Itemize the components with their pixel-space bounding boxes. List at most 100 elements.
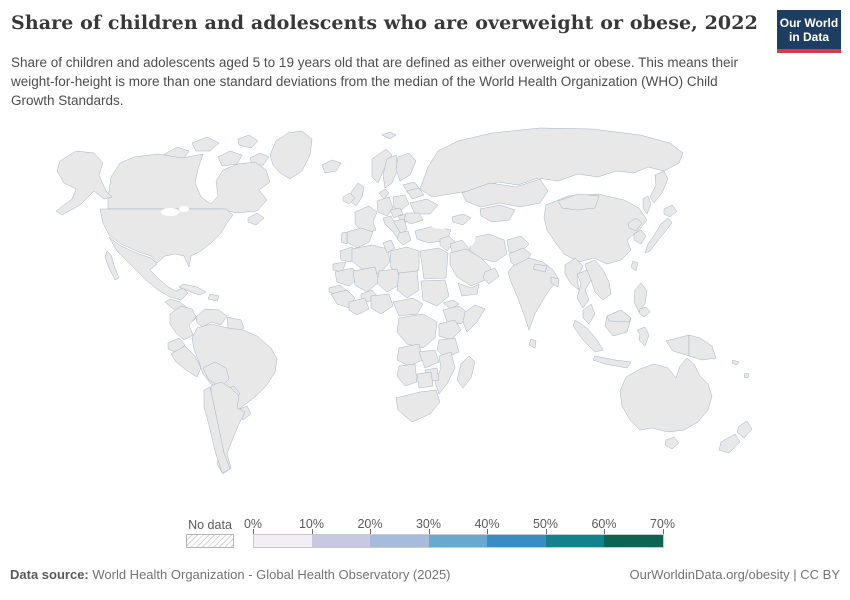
country-niger[interactable] <box>376 268 402 293</box>
country-somalia[interactable] <box>462 304 486 333</box>
country-russia[interactable] <box>419 127 684 198</box>
country-philippines[interactable] <box>633 282 648 313</box>
country-colombia[interactable] <box>169 305 197 341</box>
country-japan-hokkaido[interactable] <box>663 204 678 218</box>
owid-logo[interactable]: Our World in Data <box>777 10 841 53</box>
country-oman[interactable] <box>482 267 500 285</box>
country-philippines-mindanao[interactable] <box>638 306 651 318</box>
country-botswana[interactable] <box>416 371 434 389</box>
country-alaska[interactable] <box>55 150 113 216</box>
country-cameroon-car[interactable] <box>392 297 424 317</box>
country-tunisia[interactable] <box>382 239 396 254</box>
legend-swatch-30-40[interactable] <box>428 534 487 548</box>
country-nepal[interactable] <box>532 263 548 273</box>
country-fiji[interactable] <box>743 372 750 379</box>
country-south-korea[interactable] <box>633 229 647 245</box>
country-libya[interactable] <box>389 246 420 277</box>
country-sulawesi[interactable] <box>636 326 650 347</box>
country-java[interactable] <box>592 355 632 369</box>
country-tasmania[interactable] <box>664 436 680 450</box>
country-caucasus[interactable] <box>451 213 472 226</box>
country-denmark[interactable] <box>378 188 390 200</box>
country-sri-lanka[interactable] <box>528 338 537 349</box>
country-chad[interactable] <box>396 270 420 299</box>
country-north-korea[interactable] <box>627 217 643 232</box>
country-france[interactable] <box>354 205 378 235</box>
country-spain[interactable] <box>346 227 374 249</box>
country-central-asia[interactable] <box>479 204 516 223</box>
country-bolivia[interactable] <box>202 361 230 388</box>
owid-url-link[interactable]: OurWorldinData.org/obesity | CC BY <box>629 567 841 582</box>
country-taiwan[interactable] <box>630 260 639 272</box>
country-yemen[interactable] <box>457 282 480 297</box>
country-malaysia[interactable] <box>582 303 596 325</box>
country-ghana-ivory[interactable] <box>348 297 370 316</box>
country-svalbard[interactable] <box>381 131 397 140</box>
country-namibia[interactable] <box>396 363 418 387</box>
country-venezuela[interactable] <box>195 308 228 328</box>
country-japan[interactable] <box>644 217 673 254</box>
country-mongolia[interactable] <box>557 193 600 211</box>
country-uganda-kenya[interactable] <box>438 319 462 341</box>
country-peru[interactable] <box>170 345 202 378</box>
country-arctic-canada[interactable] <box>217 150 243 167</box>
country-iceland[interactable] <box>321 159 342 174</box>
country-new-zealand-north[interactable] <box>736 420 753 439</box>
country-ukraine[interactable] <box>409 198 439 215</box>
country-new-caledonia[interactable] <box>731 359 740 366</box>
country-mexico-baja[interactable] <box>104 250 120 281</box>
country-south-africa[interactable] <box>395 389 441 423</box>
country-uk[interactable] <box>349 182 365 207</box>
country-canada[interactable] <box>107 153 271 214</box>
legend-swatch-60-70[interactable] <box>604 534 664 548</box>
country-angola[interactable] <box>396 343 424 367</box>
country-cuba[interactable] <box>178 283 207 296</box>
country-australia[interactable] <box>619 357 713 433</box>
country-india[interactable] <box>507 257 560 331</box>
country-sudan[interactable] <box>420 279 450 307</box>
country-newfoundland[interactable] <box>247 212 265 226</box>
country-eritrea[interactable] <box>442 299 460 310</box>
country-belarus[interactable] <box>406 187 425 200</box>
country-arctic-canada[interactable] <box>237 134 259 149</box>
country-greenland[interactable] <box>269 130 313 180</box>
country-china[interactable] <box>543 193 648 265</box>
country-algeria[interactable] <box>351 244 391 275</box>
country-new-zealand-south[interactable] <box>718 433 741 454</box>
legend-swatch-20-30[interactable] <box>370 534 429 548</box>
country-ireland[interactable] <box>342 192 356 205</box>
country-drc[interactable] <box>396 313 438 349</box>
country-zambia[interactable] <box>418 349 440 369</box>
country-sweden[interactable] <box>382 154 399 189</box>
country-madagascar[interactable] <box>456 355 476 389</box>
country-usa[interactable] <box>99 208 234 268</box>
country-portugal[interactable] <box>340 231 348 245</box>
country-kamchatka[interactable] <box>649 170 669 204</box>
legend-swatch-50-60[interactable] <box>545 534 604 548</box>
country-malaysia-borneo[interactable] <box>606 309 632 323</box>
legend-no-data-swatch[interactable] <box>186 534 234 548</box>
country-brazil[interactable] <box>191 323 278 414</box>
country-norway[interactable] <box>371 148 393 184</box>
country-greece[interactable] <box>396 230 412 246</box>
country-nigeria[interactable] <box>370 293 394 315</box>
country-thailand[interactable] <box>576 269 592 309</box>
country-arctic-canada[interactable] <box>191 136 220 152</box>
country-mexico[interactable] <box>108 236 189 301</box>
country-czech-austria[interactable] <box>389 207 404 219</box>
country-finland[interactable] <box>395 152 417 182</box>
country-bangladesh[interactable] <box>550 276 560 288</box>
legend-swatch-10-20[interactable] <box>311 534 370 548</box>
country-sumatra[interactable] <box>572 319 604 353</box>
country-iran[interactable] <box>469 233 508 263</box>
country-egypt[interactable] <box>419 247 449 280</box>
country-chile[interactable] <box>203 386 231 474</box>
country-poland[interactable] <box>392 194 410 211</box>
country-kazakhstan[interactable] <box>461 178 549 208</box>
country-png[interactable] <box>688 334 717 361</box>
legend-swatch-40-50[interactable] <box>487 534 546 548</box>
country-germany[interactable] <box>376 196 394 217</box>
country-sakhalin[interactable] <box>642 195 652 215</box>
country-romania[interactable] <box>403 212 424 225</box>
country-mozambique[interactable] <box>434 351 456 395</box>
